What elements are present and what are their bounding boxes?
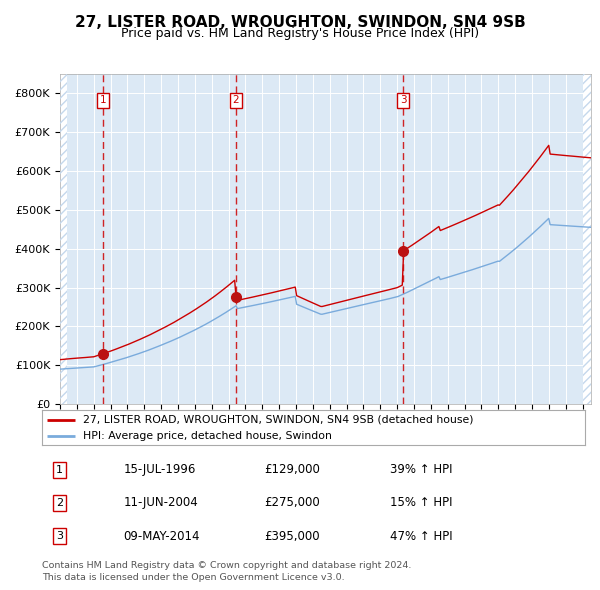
Text: 27, LISTER ROAD, WROUGHTON, SWINDON, SN4 9SB (detached house): 27, LISTER ROAD, WROUGHTON, SWINDON, SN4… <box>83 415 473 425</box>
Text: 3: 3 <box>56 531 63 541</box>
Text: £129,000: £129,000 <box>265 463 320 477</box>
Text: 09-MAY-2014: 09-MAY-2014 <box>124 529 200 543</box>
Text: HPI: Average price, detached house, Swindon: HPI: Average price, detached house, Swin… <box>83 431 332 441</box>
Text: 2: 2 <box>56 498 63 508</box>
Text: 2: 2 <box>233 95 239 105</box>
Text: £395,000: £395,000 <box>265 529 320 543</box>
Text: 3: 3 <box>400 95 407 105</box>
Text: 1: 1 <box>56 465 63 475</box>
Text: This data is licensed under the Open Government Licence v3.0.: This data is licensed under the Open Gov… <box>42 573 344 582</box>
Text: 47% ↑ HPI: 47% ↑ HPI <box>389 529 452 543</box>
Text: 15% ↑ HPI: 15% ↑ HPI <box>389 496 452 510</box>
Bar <box>60 74 67 404</box>
Text: 39% ↑ HPI: 39% ↑ HPI <box>389 463 452 477</box>
Text: 11-JUN-2004: 11-JUN-2004 <box>124 496 198 510</box>
Text: Price paid vs. HM Land Registry's House Price Index (HPI): Price paid vs. HM Land Registry's House … <box>121 27 479 40</box>
Text: 15-JUL-1996: 15-JUL-1996 <box>124 463 196 477</box>
Text: £275,000: £275,000 <box>265 496 320 510</box>
Text: Contains HM Land Registry data © Crown copyright and database right 2024.: Contains HM Land Registry data © Crown c… <box>42 560 412 569</box>
Bar <box>60 74 67 404</box>
Text: 27, LISTER ROAD, WROUGHTON, SWINDON, SN4 9SB: 27, LISTER ROAD, WROUGHTON, SWINDON, SN4… <box>74 15 526 30</box>
Bar <box>583 74 591 404</box>
Bar <box>583 74 591 404</box>
Text: 1: 1 <box>100 95 106 105</box>
